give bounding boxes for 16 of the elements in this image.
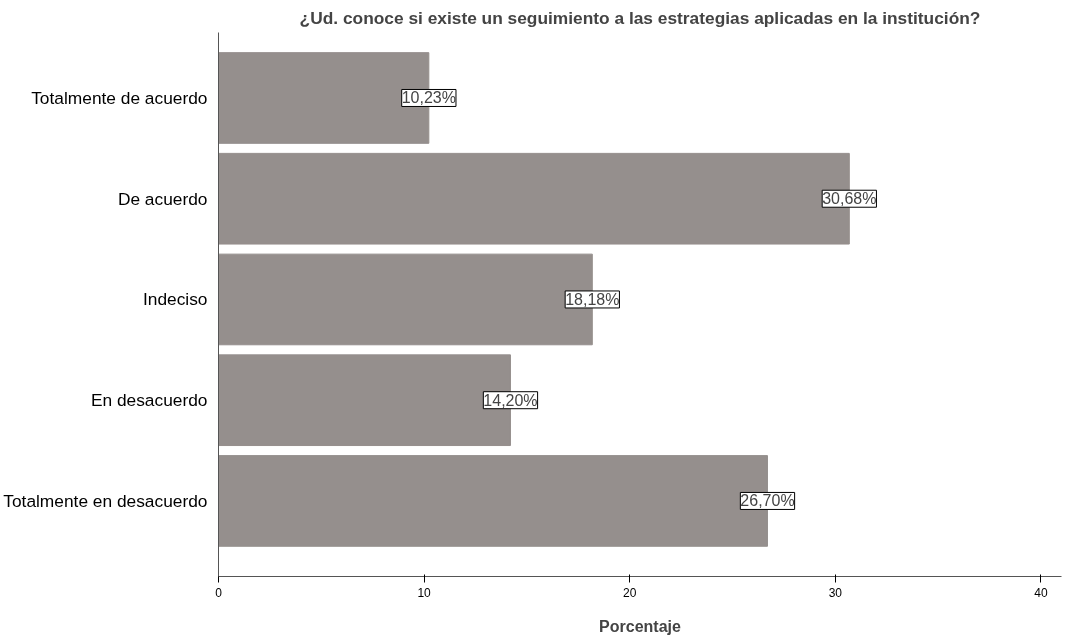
data-label: 14,20% (483, 391, 538, 409)
x-tick-label: 10 (417, 585, 432, 600)
y-tick-label: Totalmente en desacuerdo (3, 490, 208, 511)
y-tick-label: Indeciso (142, 289, 208, 310)
x-tick-label: 40 (1034, 585, 1048, 600)
x-tick-label: 0 (215, 585, 223, 600)
chart-title: ¿Ud. conoce si existe un seguimiento a las estrategias aplicadas en la institución? (299, 7, 981, 28)
data-label: 30,68% (822, 190, 877, 208)
data-label: 18,18% (565, 290, 620, 308)
y-tick-label: De acuerdo (117, 188, 208, 209)
y-tick-label: En desacuerdo (90, 390, 208, 411)
x-tick-label: 20 (623, 585, 637, 600)
y-tick-label: Totalmente de acuerdo (31, 87, 208, 108)
x-tick-label: 30 (828, 585, 843, 600)
data-label: 26,70% (740, 492, 795, 510)
x-axis-title: Porcentaje (599, 617, 682, 635)
